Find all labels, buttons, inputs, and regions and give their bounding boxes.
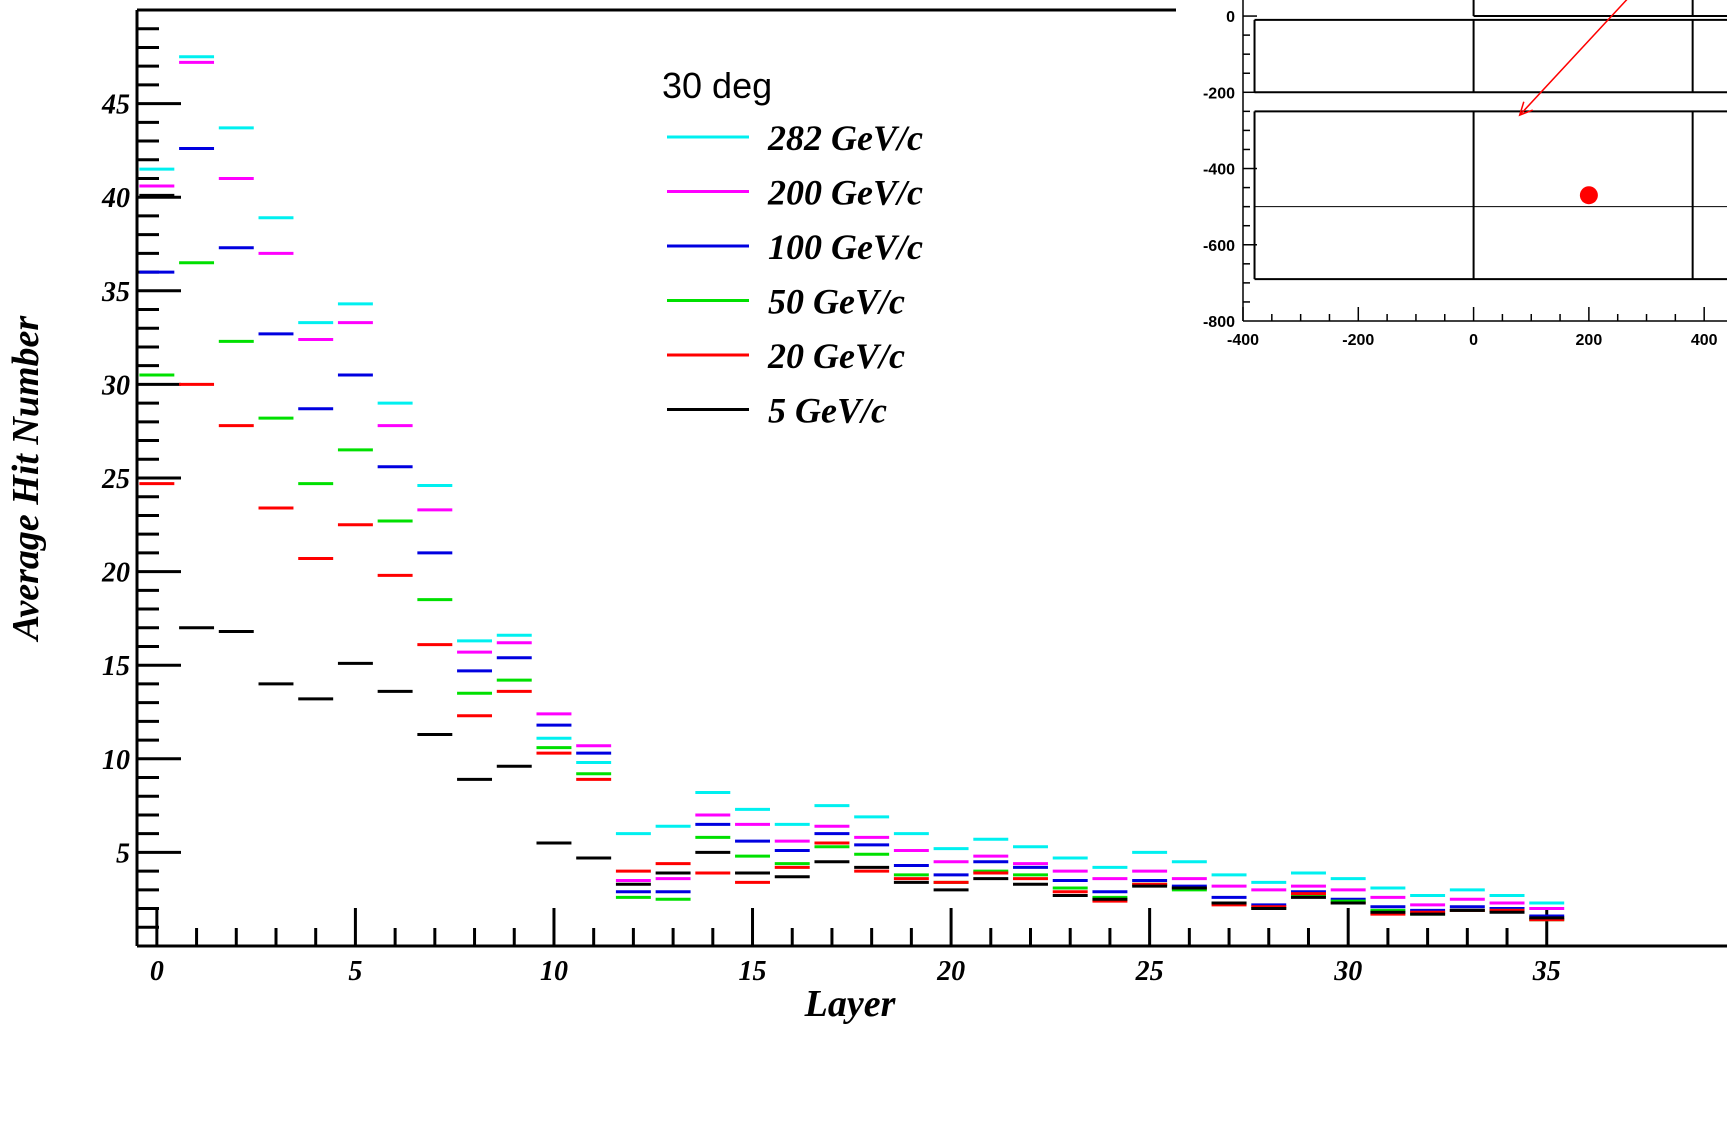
inset-y-tick-label: -600	[1203, 238, 1235, 255]
main-plot: 5 10 15 20 25 30 35 40 45 0 5 10 15 20 25 30 35 Layer A…	[5, 8, 1727, 1025]
x-tick-label: 5	[348, 956, 362, 987]
inset-cells	[1253, 0, 1727, 281]
x-tick-label: 0	[150, 956, 164, 987]
legend-label: 5 GeV/c	[768, 391, 887, 431]
legend-label: 20 GeV/c	[767, 336, 905, 376]
x-tick-label: 15	[739, 956, 767, 987]
detector-row	[1253, 110, 1727, 281]
y-tick-label: 25	[101, 464, 130, 495]
legend-label: 200 GeV/c	[767, 173, 923, 213]
legend-title: 30 deg	[662, 65, 772, 106]
inset-axes: 0-200-400-600-800-400 -200 0 200 400	[1203, 0, 1727, 349]
y-tick-label: 40	[101, 183, 130, 214]
x-tick-label: 25	[1135, 956, 1164, 987]
series-20-gev-c	[139, 382, 1565, 922]
inset-y-tick-label: 0	[1226, 9, 1235, 26]
detector-row	[1253, 18, 1727, 94]
legend-label: 50 GeV/c	[768, 282, 905, 322]
y-tick-label: 35	[101, 277, 130, 308]
inset-background	[1176, 0, 1727, 350]
legend: 30 deg 282 GeV/c 200 GeV/c 100 GeV/c 50 GeV…	[662, 65, 923, 431]
beam-arrow	[1519, 0, 1628, 116]
series-50-gev-c	[139, 261, 1565, 922]
inset-x-tick-label: -200	[1342, 332, 1374, 349]
y-tick-label: 15	[102, 651, 130, 682]
beam-arrow-head	[1518, 101, 1534, 117]
x-tick-label: 20	[936, 956, 965, 987]
inset-marks	[1518, 0, 1628, 205]
beam-spot	[1579, 186, 1598, 205]
series-200-gev-c	[139, 60, 1565, 911]
y-tick-label: 30	[101, 370, 130, 401]
y-tick-label: 10	[102, 745, 130, 776]
inset-detector-plot: 0-200-400-600-800-400 -200 0 200 400	[1176, 0, 1727, 350]
series-100-gev-c	[139, 147, 1565, 918]
y-axis-label: Average Hit Number	[5, 315, 47, 643]
series-5-gev-c	[139, 193, 1565, 920]
inset-y-tick-label: -400	[1203, 162, 1235, 179]
legend-entries: 282 GeV/c 200 GeV/c 100 GeV/c 50 GeV/c 20 Ge…	[667, 118, 923, 431]
inset-x-tick-label: -400	[1227, 332, 1259, 349]
inset-x-tick-label: 0	[1469, 332, 1478, 349]
inset-x-tick-label: 200	[1576, 332, 1603, 349]
inset-y-tick-label: -200	[1203, 85, 1235, 102]
inset-x-tick-label: 400	[1691, 332, 1718, 349]
inset-y-tick-label: -800	[1203, 314, 1235, 331]
y-axis-ticks: 5 10 15 20 25 30 35 40 45	[101, 27, 181, 929]
x-tick-label: 35	[1532, 956, 1561, 987]
data-series	[139, 55, 1565, 922]
x-axis-label: Layer	[804, 983, 897, 1025]
detector-row	[1472, 0, 1727, 18]
y-tick-label: 20	[101, 558, 130, 589]
series-282-gev-c	[139, 55, 1565, 905]
y-tick-label: 5	[116, 838, 130, 869]
legend-label: 282 GeV/c	[767, 118, 923, 158]
y-tick-label: 45	[101, 90, 130, 121]
x-tick-label: 10	[540, 956, 568, 987]
x-tick-label: 30	[1333, 956, 1362, 987]
x-axis-ticks: 0 5 10 15 20 25 30 35	[150, 908, 1561, 987]
legend-label: 100 GeV/c	[768, 227, 923, 267]
